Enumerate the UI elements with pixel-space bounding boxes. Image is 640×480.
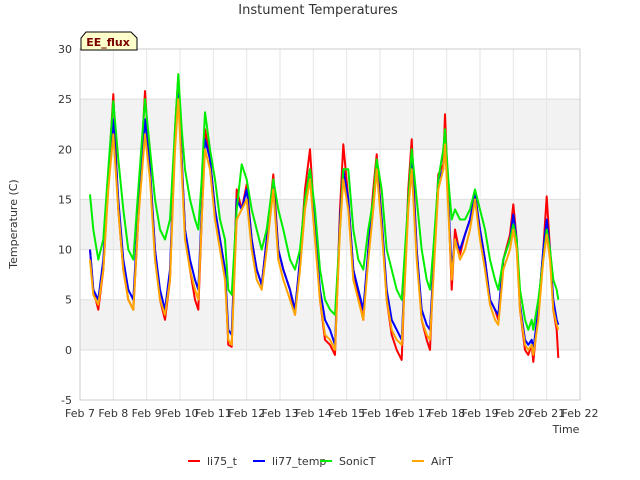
plot-frame: [79, 48, 581, 401]
plot-band-2: [80, 99, 580, 150]
y-tick-label: 5: [65, 294, 72, 307]
x-tick-label: Feb 21: [528, 407, 565, 420]
y-tick-label: 30: [58, 43, 72, 56]
x-tick-label: Feb 13: [262, 407, 299, 420]
x-tick-label: Feb 22: [562, 407, 599, 420]
x-tick-label: Feb 9: [132, 407, 162, 420]
x-tick-label: Feb 20: [495, 407, 532, 420]
y-tick-label: 25: [58, 93, 72, 106]
legend-label-SonicT: SonicT: [339, 455, 376, 468]
badge-label: EE_flux: [86, 36, 130, 49]
x-tick-label: Feb 14: [295, 407, 332, 420]
y-axis-label: Temperature (C): [7, 179, 20, 269]
legend: li75_t li77_temp SonicT AirT: [188, 455, 453, 468]
series-lines: [89, 73, 560, 363]
x-tick-label: Feb 17: [395, 407, 432, 420]
chart-title: Instument Temperatures: [238, 3, 398, 18]
y-tick-labels: -5 0 5 10 15 20 25 30: [58, 43, 72, 407]
legend-label-AirT: AirT: [431, 455, 453, 468]
plot-band-0: [80, 299, 580, 350]
x-tick-label: Feb 15: [328, 407, 365, 420]
x-tick-label: Feb 7: [65, 407, 95, 420]
series-line-AirT: [89, 98, 560, 356]
x-tick-label: Feb 12: [228, 407, 265, 420]
x-tick-label: Feb 19: [462, 407, 499, 420]
x-tick-label: Feb 8: [98, 407, 128, 420]
x-tick-label: Feb 10: [162, 407, 199, 420]
y-tick-label: -5: [61, 394, 72, 407]
y-tick-label: 15: [58, 193, 72, 206]
y-tick-label: 10: [58, 244, 72, 257]
legend-label-li77_temp: li77_temp: [272, 455, 326, 468]
y-tick-label: 0: [65, 344, 72, 357]
x-tick-label: Feb 11: [195, 407, 232, 420]
legend-label-li75_t: li75_t: [207, 455, 238, 468]
x-tick-label: Feb 16: [362, 407, 399, 420]
plot-band-1: [80, 199, 580, 250]
x-axis-label: Time: [552, 423, 580, 436]
plot-bands: [80, 99, 580, 350]
ee-flux-badge: EE_flux: [80, 31, 138, 51]
y-tick-label: 20: [58, 143, 72, 156]
x-tick-label: Feb 18: [428, 407, 465, 420]
